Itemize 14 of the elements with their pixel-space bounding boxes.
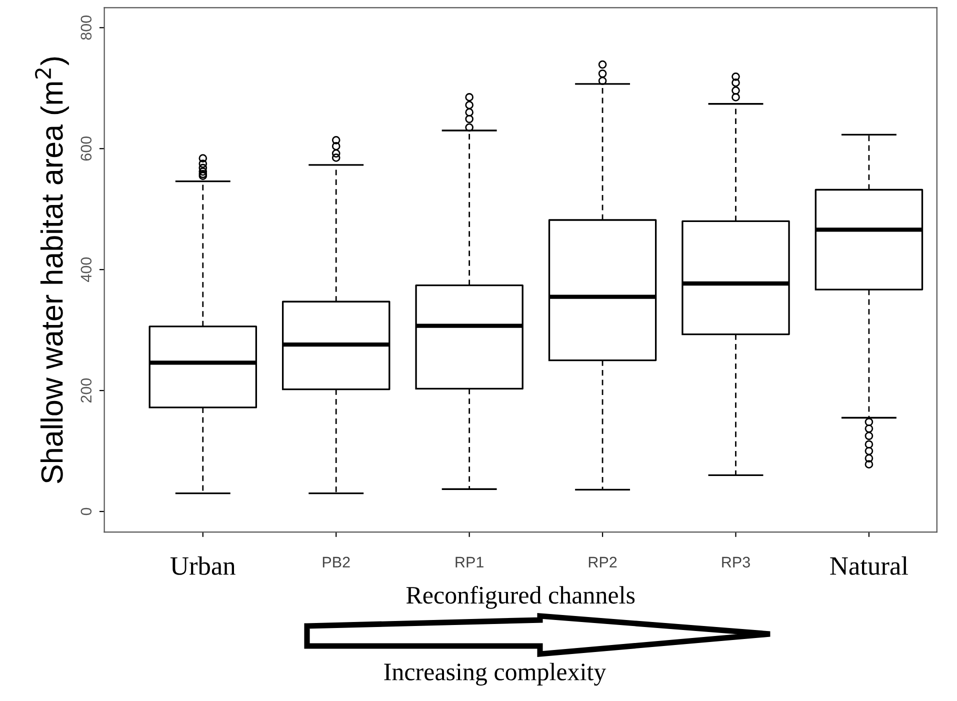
y-axis-title: Shallow water habitat area (m$^{2}$) [35,57,69,484]
y-tick-label: 0 [80,508,92,516]
x-tick-label: PB2 [322,556,350,568]
x-tick-label: Urban [170,556,236,575]
y-tick-label: 600 [80,136,92,161]
y-tick-label: 200 [80,378,92,403]
x-tick-label: RP2 [588,556,617,568]
y-tick-label: 800 [80,16,92,40]
y-tick-label: 400 [80,257,92,282]
x-tick-label: RP1 [456,556,484,568]
x-axis-title: Reconfigured channels [406,586,635,609]
x-tick-label: RP3 [722,556,750,568]
text: Increasing complexity [384,662,606,686]
x-tick-label: Natural [830,556,908,575]
